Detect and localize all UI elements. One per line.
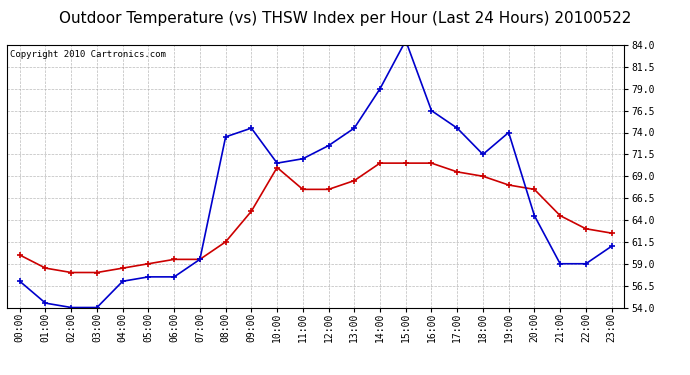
Text: Copyright 2010 Cartronics.com: Copyright 2010 Cartronics.com [10, 50, 166, 59]
Text: Outdoor Temperature (vs) THSW Index per Hour (Last 24 Hours) 20100522: Outdoor Temperature (vs) THSW Index per … [59, 11, 631, 26]
